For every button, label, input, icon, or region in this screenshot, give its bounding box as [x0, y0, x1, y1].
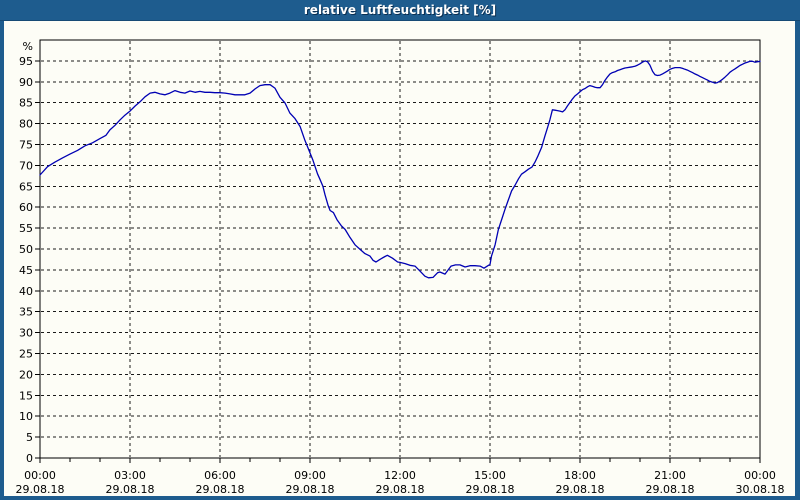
- chart-title: relative Luftfeuchtigkeit [%]: [303, 3, 497, 17]
- title-bar: relative Luftfeuchtigkeit [%]: [0, 0, 800, 21]
- content-area: [4, 21, 795, 496]
